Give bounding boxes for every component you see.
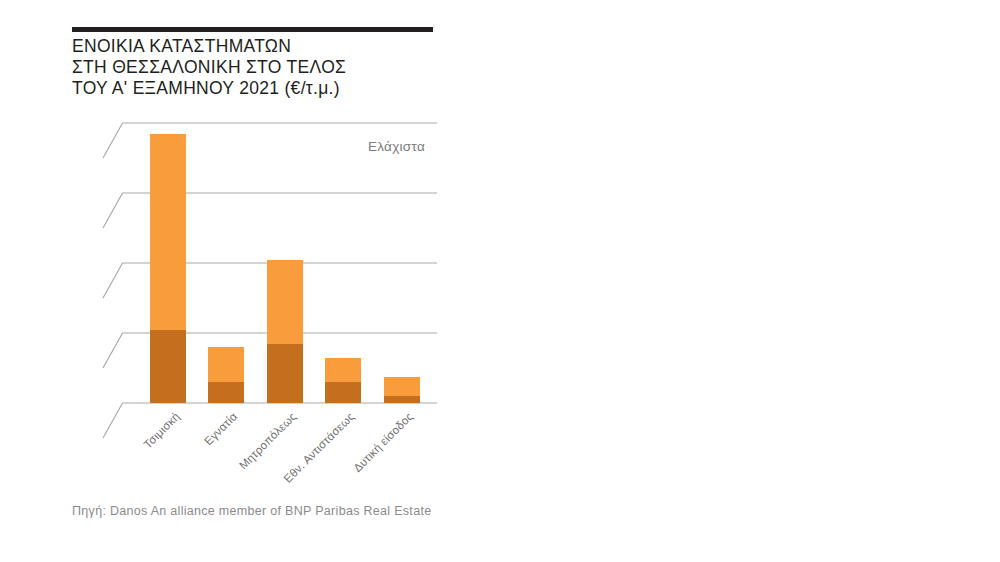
bar-upper-segment [150,134,186,330]
plot-area: Ελάχιστα ΤσιμισκήΕγνατίαΜητροπόλεωςΕθν. … [0,0,1000,562]
bar-upper-segment [325,358,361,383]
bar-lower-segment [325,382,361,403]
bar-lower-segment [208,382,244,403]
source-caption: Πηγή: Danos An alliance member of BNP Pa… [72,504,431,518]
bar-lower-segment [384,396,420,403]
bar-lower-segment [150,330,186,404]
bar-upper-segment [208,347,244,382]
bar-lower-segment [267,344,303,404]
chart-canvas: ΕΝΟΙΚΙΑ ΚΑΤΑΣΤΗΜΑΤΩΝ ΣΤΗ ΘΕΣΣΑΛΟΝΙΚΗ ΣΤΟ… [0,0,1000,562]
bar-upper-segment [384,377,420,396]
bar-upper-segment [267,260,303,344]
